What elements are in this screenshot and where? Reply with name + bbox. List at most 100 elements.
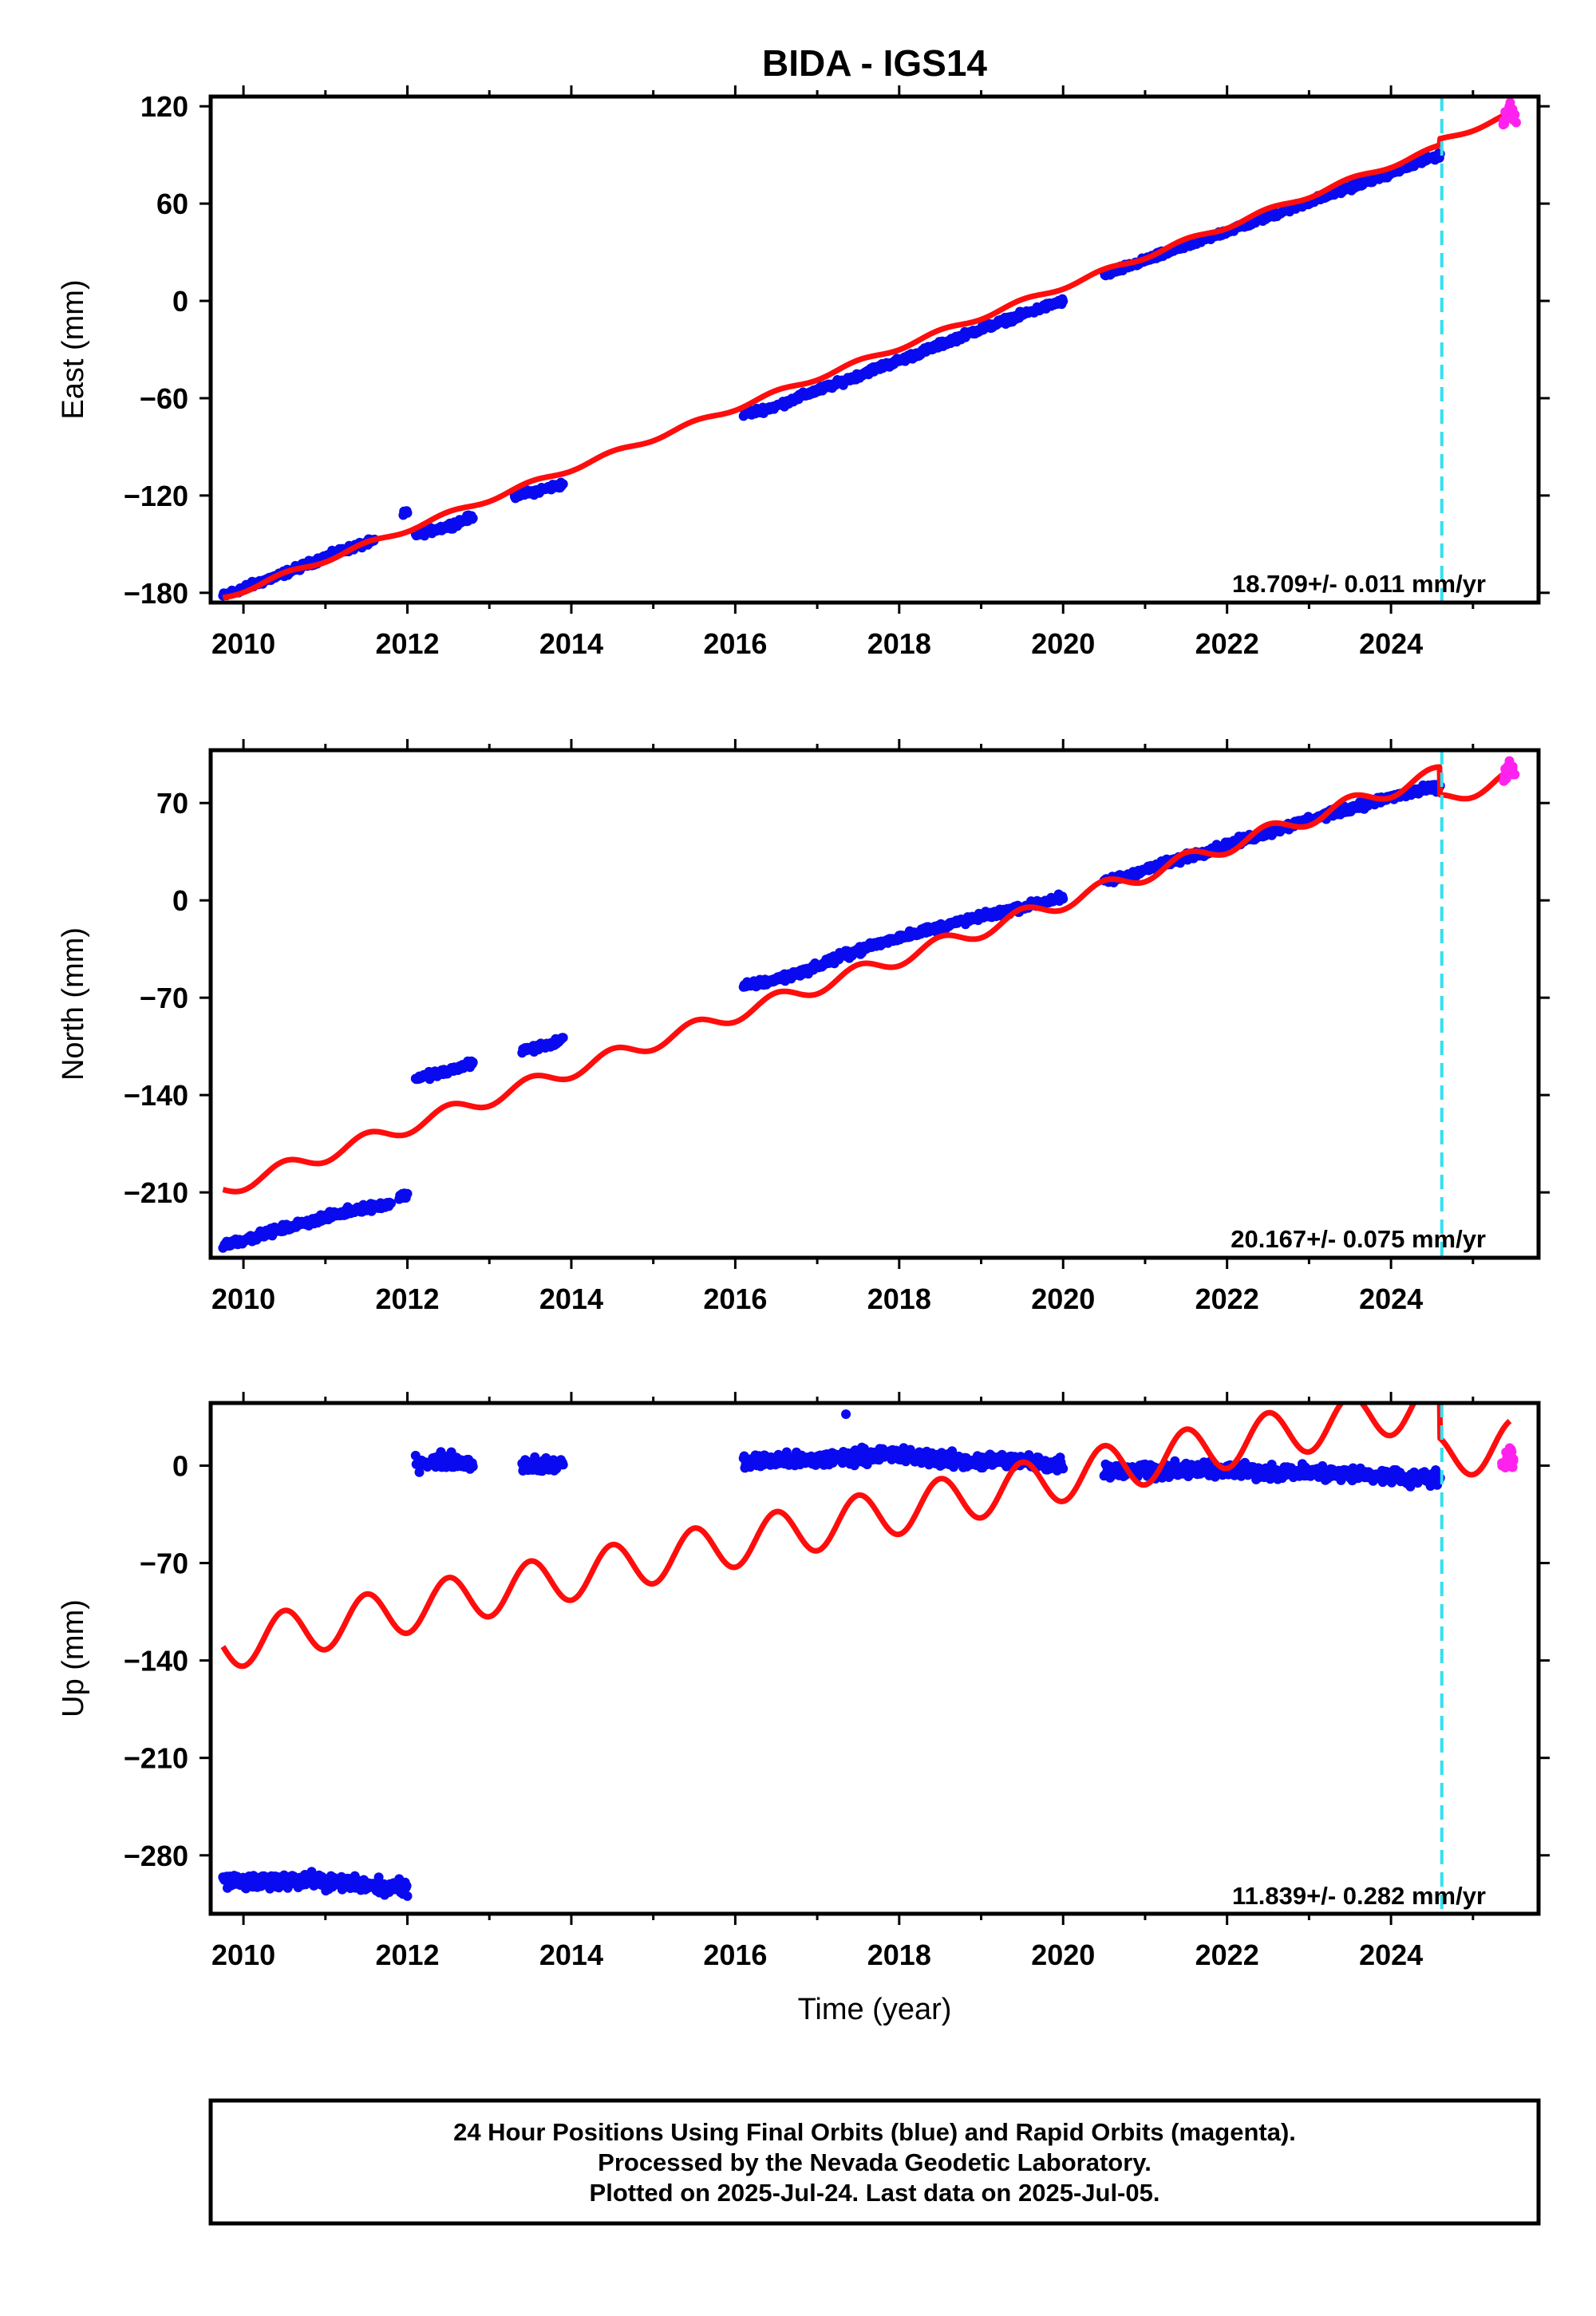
east-ytick-label: 120 <box>140 90 188 123</box>
east-rapid-point <box>1505 97 1515 108</box>
east-y-axis-label: East (mm) <box>57 279 90 419</box>
up-velocity-label: 11.839+/- 0.282 mm/yr <box>1232 1882 1486 1910</box>
up-ytick-label: −140 <box>124 1645 188 1678</box>
notes-frame <box>208 2098 1541 2226</box>
up-ytick-label: 0 <box>172 1449 188 1482</box>
up-xtick-label: 2022 <box>1195 1939 1259 1971</box>
east-axis-ticks: 120 60 0 −60 −120 −180 2010 2012 2014 2016 2018 202… <box>124 85 1550 660</box>
north-rapid-point <box>1499 775 1510 785</box>
east-ytick-label: −120 <box>124 480 188 512</box>
up-xtick-label: 2024 <box>1359 1939 1423 1971</box>
east-final-series-1 <box>398 506 413 520</box>
up-final-point <box>1058 1464 1069 1474</box>
up-final-series-2 <box>410 1447 478 1477</box>
north-panel: 70 0 −70 −140 −210 2010 2012 2014 2016 2018 2020 20… <box>57 739 1550 1315</box>
east-velocity-label: 18.709+/- 0.011 mm/yr <box>1232 570 1486 598</box>
up-ytick-label: −280 <box>124 1840 188 1872</box>
north-ytick-label: 0 <box>172 884 188 917</box>
north-xtick-label: 2016 <box>703 1282 767 1315</box>
east-final-point <box>1058 296 1069 306</box>
north-final-point <box>386 1198 396 1208</box>
north-ytick-label: 70 <box>156 787 188 820</box>
north-final-point <box>558 1033 568 1043</box>
north-ytick-label: −70 <box>140 982 188 1014</box>
up-plot-frame <box>208 1401 1541 1916</box>
east-xtick-label: 2010 <box>211 627 275 660</box>
east-xtick-label: 2012 <box>375 627 439 660</box>
up-ytick-label: −70 <box>140 1547 188 1580</box>
north-plot-content <box>218 750 1520 1258</box>
east-final-point <box>1435 148 1445 159</box>
up-xtick-label: 2018 <box>867 1939 931 1971</box>
north-rapid-point <box>1504 756 1515 766</box>
north-xtick-label: 2018 <box>867 1282 931 1315</box>
north-final-series-2 <box>410 1056 478 1085</box>
east-panel: 120 60 0 −60 −120 −180 2010 2012 2014 2016 2018 202… <box>57 85 1550 660</box>
up-final-point <box>401 1881 412 1891</box>
x-axis-label: Time (year) <box>798 1993 952 2026</box>
up-rapid-point <box>1508 1454 1519 1464</box>
north-ytick-label: −140 <box>124 1079 188 1112</box>
east-final-point <box>402 508 413 518</box>
north-model-curve <box>220 764 1512 1195</box>
north-xtick-label: 2020 <box>1031 1282 1095 1315</box>
north-final-series-1 <box>394 1188 413 1204</box>
processing-notes-box: 24 Hour Positions Using Final Orbits (bl… <box>208 2098 1541 2226</box>
figure-title: BIDA - IGS14 <box>762 42 987 84</box>
up-xtick-label: 2010 <box>211 1939 275 1971</box>
up-panel: 0 −70 −140 −210 −280 2010 2012 2014 2016 2018 2020… <box>57 1392 1550 2026</box>
up-xtick-label: 2014 <box>539 1939 603 1971</box>
north-xtick-label: 2010 <box>211 1282 275 1315</box>
up-xtick-label: 2020 <box>1031 1939 1095 1971</box>
east-ytick-label: 60 <box>156 188 188 220</box>
north-rapid-point <box>1507 767 1517 777</box>
north-plot-frame <box>208 748 1541 1260</box>
up-final-point <box>468 1461 478 1472</box>
up-rapid-point <box>1506 1445 1516 1455</box>
up-plot-content <box>218 1403 1519 1914</box>
up-final-point <box>1435 1472 1445 1483</box>
east-ytick-label: 0 <box>172 285 188 318</box>
north-xtick-label: 2012 <box>375 1282 439 1315</box>
east-rapid-series <box>1498 97 1521 130</box>
east-final-series-4 <box>738 294 1069 421</box>
up-outlier-point <box>841 1409 851 1419</box>
north-final-series-4 <box>738 889 1069 992</box>
notes-line-1: 24 Hour Positions Using Final Orbits (bl… <box>453 2118 1296 2146</box>
north-y-axis-label: North (mm) <box>57 927 90 1081</box>
up-xtick-label: 2012 <box>375 1939 439 1971</box>
east-model-curve <box>220 109 1512 601</box>
north-rapid-series <box>1499 756 1520 786</box>
east-xtick-label: 2020 <box>1031 627 1095 660</box>
east-rapid-point <box>1510 109 1520 120</box>
east-xtick-label: 2014 <box>539 627 603 660</box>
up-final-series-1 <box>394 1874 413 1901</box>
north-xtick-label: 2024 <box>1359 1282 1423 1315</box>
east-plot-area <box>218 97 1521 603</box>
up-final-series-0 <box>218 1867 401 1900</box>
up-final-series-4 <box>738 1442 1069 1476</box>
notes-line-3: Plotted on 2025-Jul-24. Last data on 202… <box>590 2179 1160 2207</box>
up-model-curve <box>220 1403 1512 1670</box>
north-final-point <box>468 1057 478 1068</box>
north-xtick-label: 2022 <box>1195 1282 1259 1315</box>
north-final-point <box>402 1188 413 1199</box>
up-final-point <box>373 1872 384 1883</box>
north-final-point <box>1058 894 1069 904</box>
east-final-point <box>558 479 568 489</box>
up-final-series-3 <box>517 1452 568 1476</box>
east-plot-frame <box>208 94 1541 605</box>
north-final-series-0 <box>218 1197 396 1253</box>
east-xtick-label: 2024 <box>1359 627 1423 660</box>
up-xtick-label: 2016 <box>703 1939 767 1971</box>
north-plot-area <box>218 750 1520 1258</box>
east-xtick-label: 2018 <box>867 627 931 660</box>
east-ytick-label: −60 <box>140 382 188 415</box>
east-final-point <box>468 513 478 524</box>
up-rapid-point <box>1507 1462 1518 1472</box>
up-plot-area <box>218 1403 1519 1914</box>
up-final-point <box>402 1891 413 1901</box>
up-axis-ticks: 0 −70 −140 −210 −280 2010 2012 2014 2016 2018 2020… <box>124 1392 1550 1971</box>
east-plot-content <box>218 97 1521 603</box>
